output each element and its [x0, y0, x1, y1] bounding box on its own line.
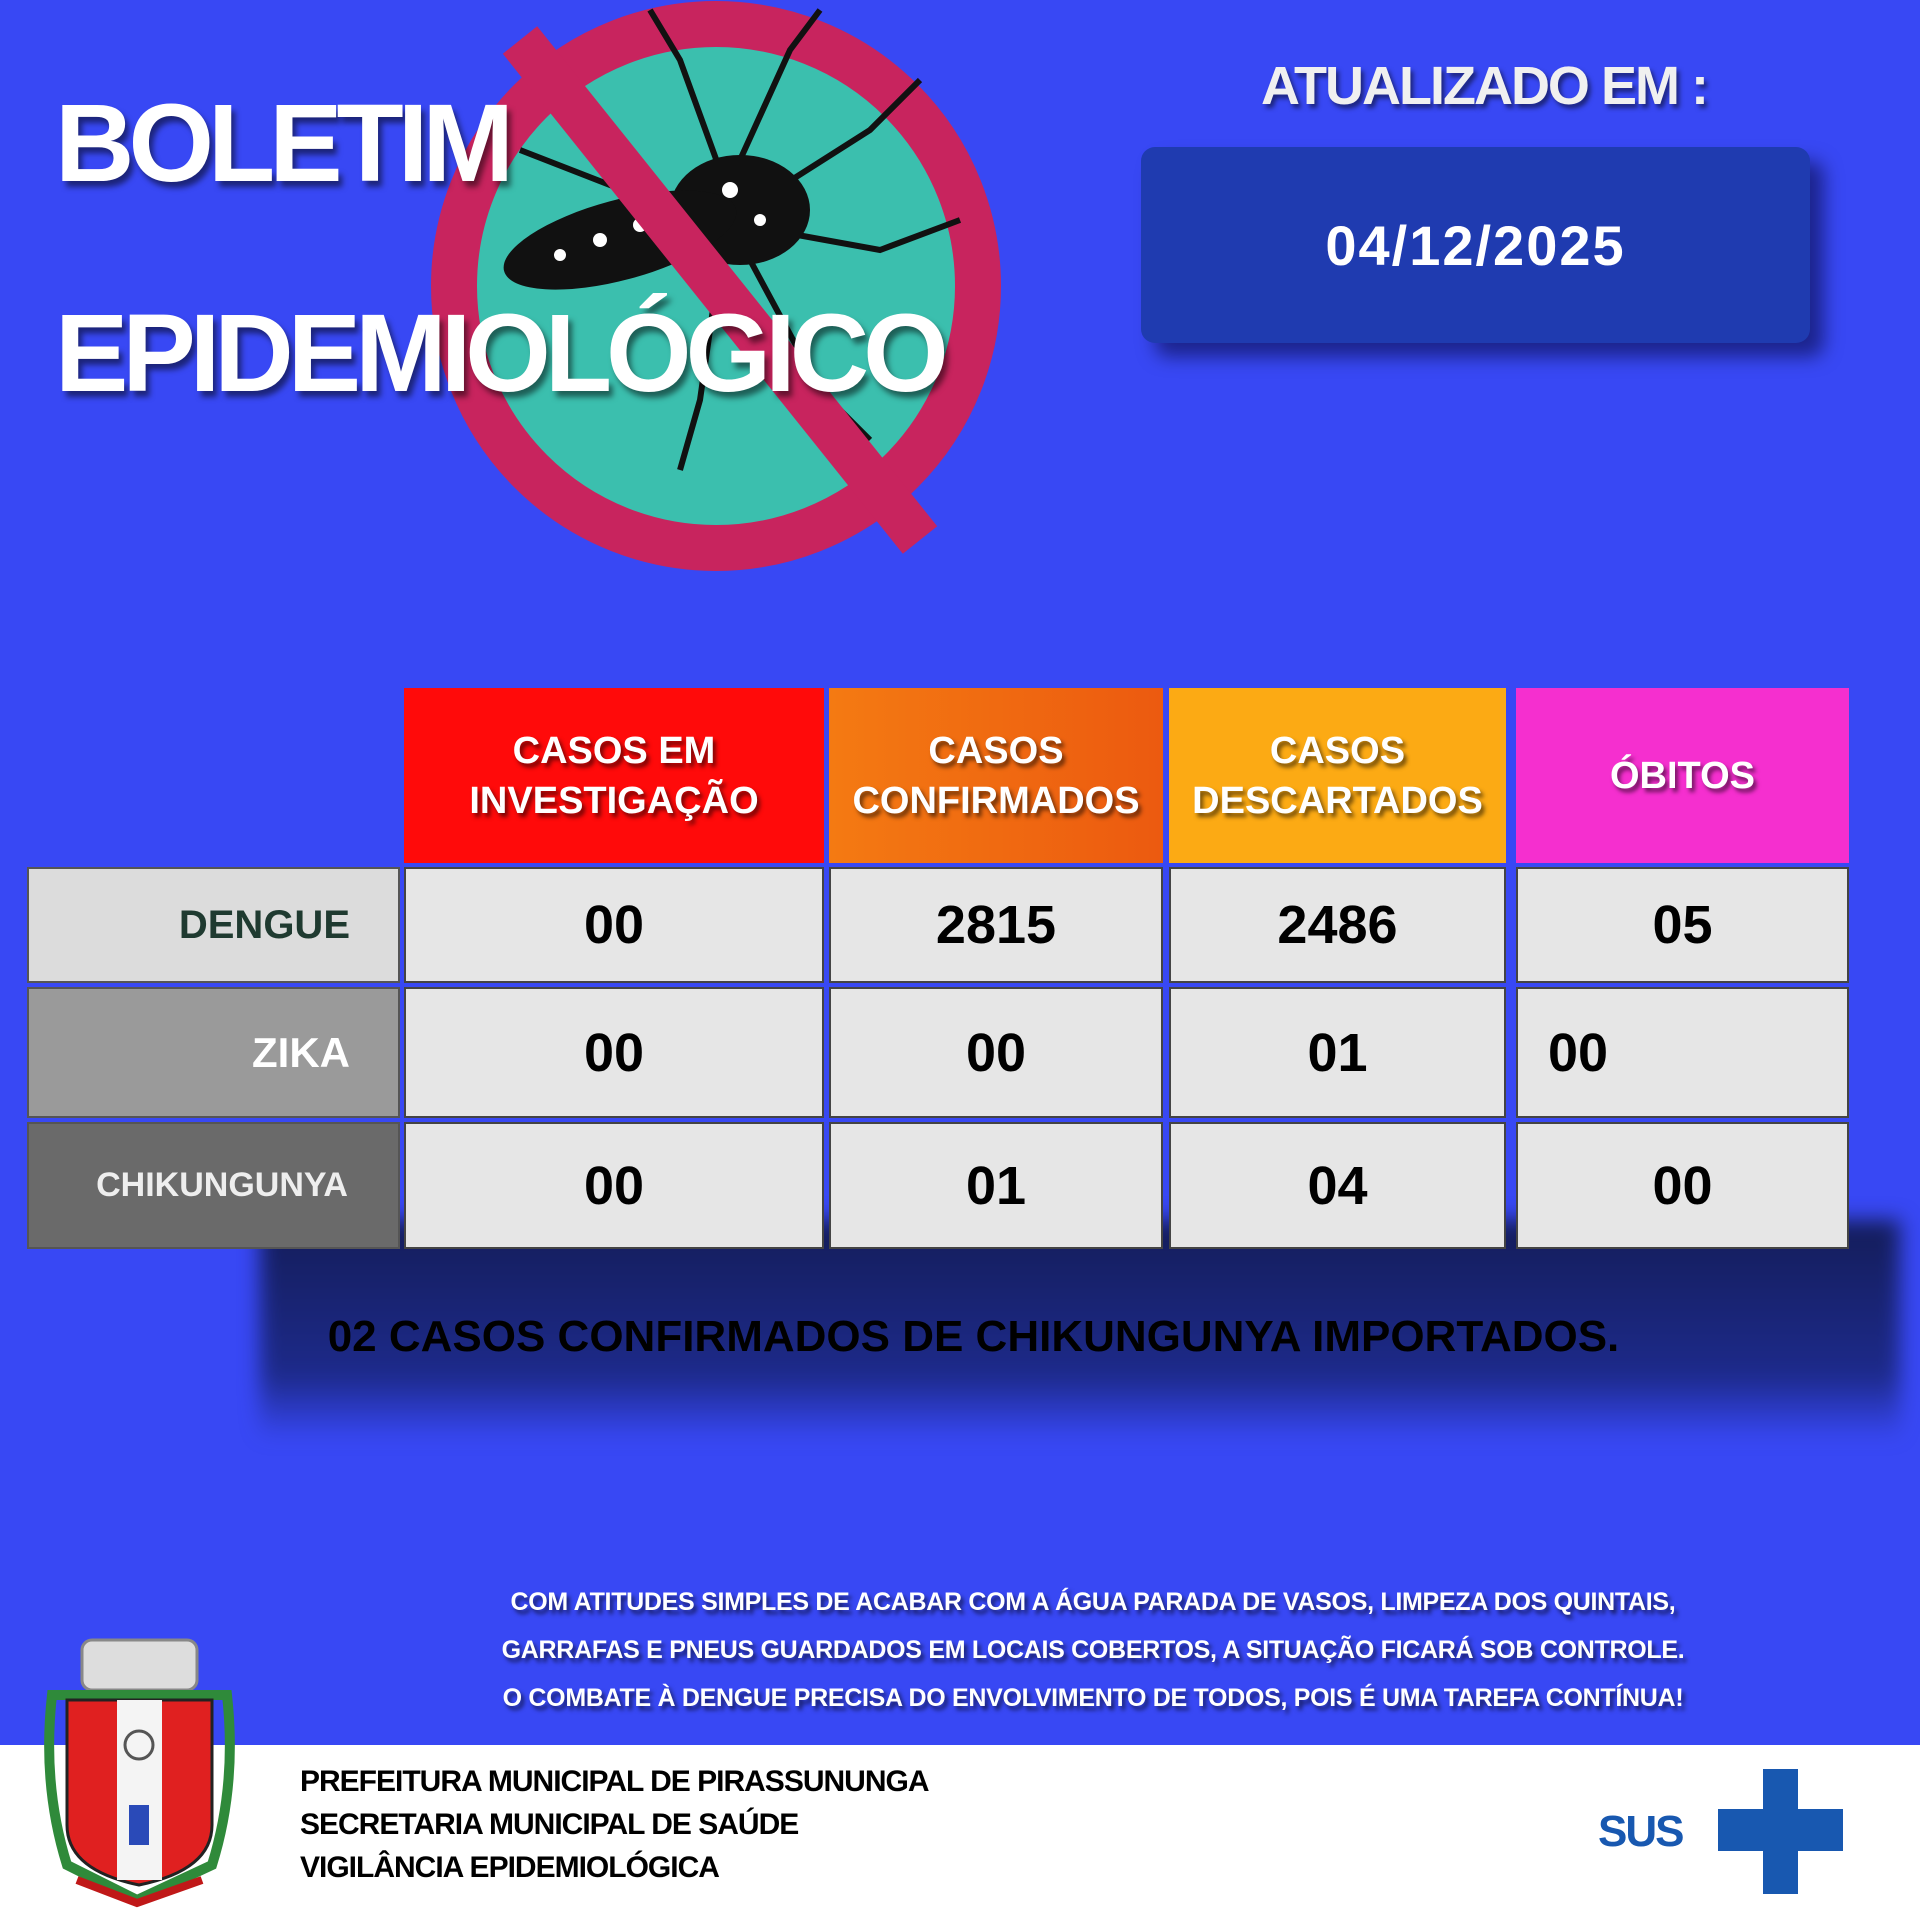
table-cell: 00	[1516, 1122, 1849, 1249]
header-label: CASOS CONFIRMADOS	[852, 729, 1140, 822]
header-casos-investigacao: CASOS EM INVESTIGAÇÃO	[404, 688, 824, 863]
slogan-line: COM ATITUDES SIMPLES DE ACABAR COM A ÁGU…	[510, 1588, 1676, 1616]
table-cell: 00	[404, 987, 824, 1118]
footer-line-secretaria: SECRETARIA MUNICIPAL DE SAÚDE	[300, 1808, 799, 1841]
row-label-chikungunya: CHIKUNGUNYA	[27, 1122, 400, 1249]
table-cell: 00	[829, 987, 1163, 1118]
table-shadow	[260, 1220, 1900, 1440]
header-label: ÓBITOS	[1610, 754, 1755, 797]
table-cell: 04	[1169, 1122, 1506, 1249]
header-casos-descartados: CASOS DESCARTADOS	[1169, 688, 1506, 863]
footer	[0, 1745, 1920, 1920]
table-cell: 2815	[829, 867, 1163, 983]
table-cell: 00	[404, 867, 824, 983]
row-label-dengue: DENGUE	[27, 867, 400, 983]
mosquito-ban-icon	[431, 1, 1001, 571]
header-label: CASOS EM INVESTIGAÇÃO	[469, 729, 759, 822]
footer-line-vigilancia: VIGILÂNCIA EPIDEMIOLÓGICA	[300, 1851, 720, 1884]
sus-logo: SUS	[1598, 1769, 1848, 1894]
sus-cross-horizontal	[1718, 1809, 1843, 1851]
updated-date-box: 04/12/2025	[1141, 147, 1810, 343]
table-cell: 00	[404, 1122, 824, 1249]
updated-label: ATUALIZADO EM :	[1261, 56, 1709, 116]
table-cell: 01	[1169, 987, 1506, 1118]
row-label-zika: ZIKA	[27, 987, 400, 1118]
coat-of-arms-icon	[44, 1638, 235, 1908]
slogan-line: GARRAFAS E PNEUS GUARDADOS EM LOCAIS COB…	[501, 1636, 1685, 1664]
sus-logo-text: SUS	[1598, 1807, 1684, 1856]
imported-cases-note: 02 CASOS CONFIRMADOS DE CHIKUNGUNYA IMPO…	[327, 1312, 1620, 1361]
header-obitos: ÓBITOS	[1516, 688, 1849, 863]
title-line-1: BOLETIM	[55, 82, 514, 205]
footer-line-prefeitura: PREFEITURA MUNICIPAL DE PIRASSUNUNGA	[300, 1765, 929, 1798]
table-cell: 05	[1516, 867, 1849, 983]
header-label: CASOS DESCARTADOS	[1192, 729, 1483, 822]
title-line-2: EPIDEMIOLÓGICO	[55, 292, 949, 415]
header-casos-confirmados: CASOS CONFIRMADOS	[829, 688, 1163, 863]
table-cell: 2486	[1169, 867, 1506, 983]
updated-date: 04/12/2025	[1325, 213, 1626, 277]
table-cell: 00	[1516, 987, 1849, 1118]
table-cell: 01	[829, 1122, 1163, 1249]
slogan-line: O COMBATE À DENGUE PRECISA DO ENVOLVIMEN…	[502, 1684, 1684, 1712]
